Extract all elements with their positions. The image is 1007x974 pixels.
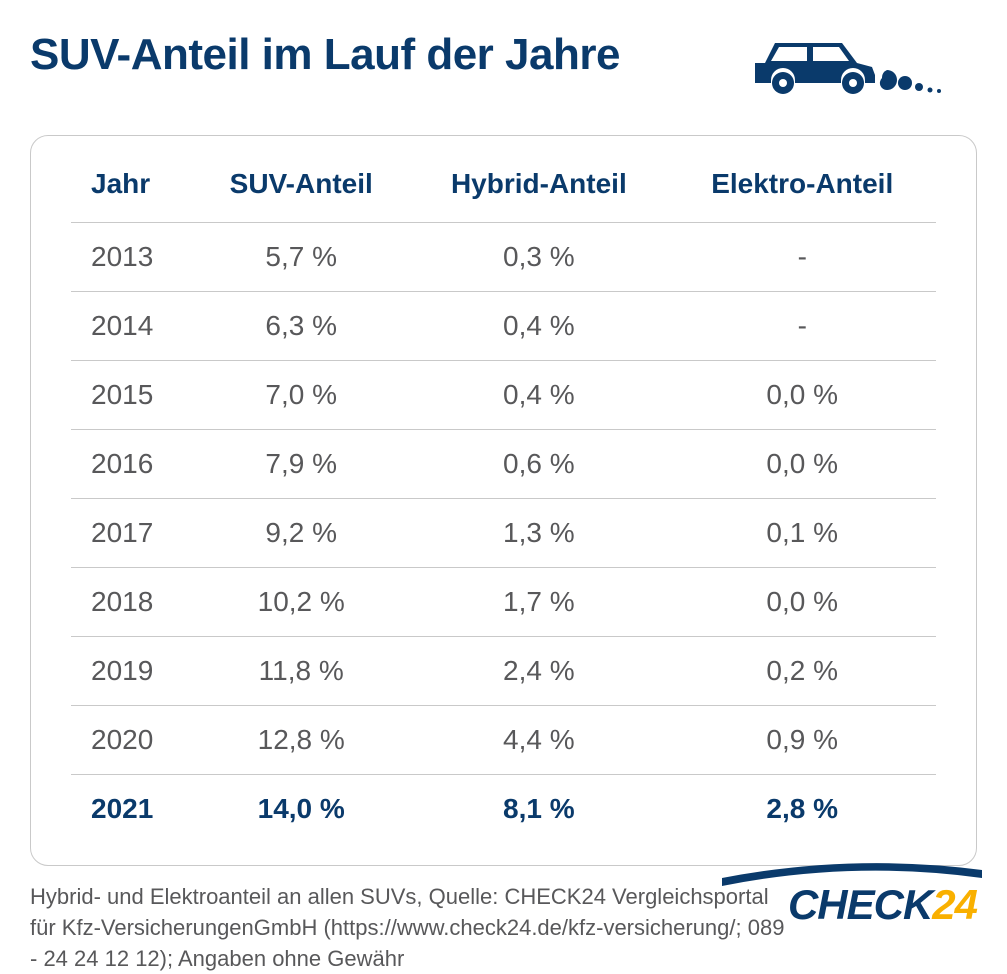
table-cell: 2,8 %	[668, 775, 936, 844]
logo-text-primary: CHECK	[788, 881, 932, 929]
table-cell: 2013	[71, 223, 193, 292]
table-cell: 0,1 %	[668, 499, 936, 568]
table-row: 202012,8 %4,4 %0,9 %	[71, 706, 936, 775]
table-cell: 2016	[71, 430, 193, 499]
suv-exhaust-icon	[747, 25, 947, 115]
table-cell: 2019	[71, 637, 193, 706]
table-cell: 11,8 %	[193, 637, 409, 706]
table-cell: 2017	[71, 499, 193, 568]
table-cell: 0,0 %	[668, 568, 936, 637]
table-cell: 0,6 %	[409, 430, 668, 499]
table-cell: 2020	[71, 706, 193, 775]
table-cell: 0,4 %	[409, 361, 668, 430]
table-cell: 7,0 %	[193, 361, 409, 430]
check24-logo: CHECK24	[788, 881, 977, 929]
table-row: 20157,0 %0,4 %0,0 %	[71, 361, 936, 430]
col-year: Jahr	[71, 154, 193, 223]
table-cell: 12,8 %	[193, 706, 409, 775]
table-row: 20146,3 %0,4 %-	[71, 292, 936, 361]
table-cell: 2014	[71, 292, 193, 361]
table-cell: 0,3 %	[409, 223, 668, 292]
table-cell: 0,0 %	[668, 430, 936, 499]
table-cell: 10,2 %	[193, 568, 409, 637]
table-cell: -	[668, 292, 936, 361]
table-cell: 2018	[71, 568, 193, 637]
table-row: 20135,7 %0,3 %-	[71, 223, 936, 292]
table-cell: 7,9 %	[193, 430, 409, 499]
source-footnote: Hybrid- und Elektroanteil an allen SUVs,…	[30, 882, 790, 974]
page-title: SUV-Anteil im Lauf der Jahre	[30, 30, 620, 80]
table-cell: 14,0 %	[193, 775, 409, 844]
table-row: 202114,0 %8,1 %2,8 %	[71, 775, 936, 844]
table-cell: 5,7 %	[193, 223, 409, 292]
col-electric: Elektro-Anteil	[668, 154, 936, 223]
table-row: 201911,8 %2,4 %0,2 %	[71, 637, 936, 706]
table-row: 20167,9 %0,6 %0,0 %	[71, 430, 936, 499]
table-cell: 0,9 %	[668, 706, 936, 775]
table-row: 20179,2 %1,3 %0,1 %	[71, 499, 936, 568]
table-cell: 0,0 %	[668, 361, 936, 430]
table-header-row: Jahr SUV-Anteil Hybrid-Anteil Elektro-An…	[71, 154, 936, 223]
table-cell: 6,3 %	[193, 292, 409, 361]
table-cell: 2015	[71, 361, 193, 430]
table-cell: 4,4 %	[409, 706, 668, 775]
logo-text-accent: 24	[932, 881, 977, 929]
table-cell: 2,4 %	[409, 637, 668, 706]
table-cell: -	[668, 223, 936, 292]
data-table-container: Jahr SUV-Anteil Hybrid-Anteil Elektro-An…	[30, 135, 977, 866]
table-cell: 0,2 %	[668, 637, 936, 706]
suv-share-table: Jahr SUV-Anteil Hybrid-Anteil Elektro-An…	[71, 154, 936, 843]
col-suv: SUV-Anteil	[193, 154, 409, 223]
col-hybrid: Hybrid-Anteil	[409, 154, 668, 223]
table-cell: 8,1 %	[409, 775, 668, 844]
table-row: 201810,2 %1,7 %0,0 %	[71, 568, 936, 637]
table-cell: 1,7 %	[409, 568, 668, 637]
table-cell: 0,4 %	[409, 292, 668, 361]
table-cell: 2021	[71, 775, 193, 844]
table-cell: 9,2 %	[193, 499, 409, 568]
table-cell: 1,3 %	[409, 499, 668, 568]
